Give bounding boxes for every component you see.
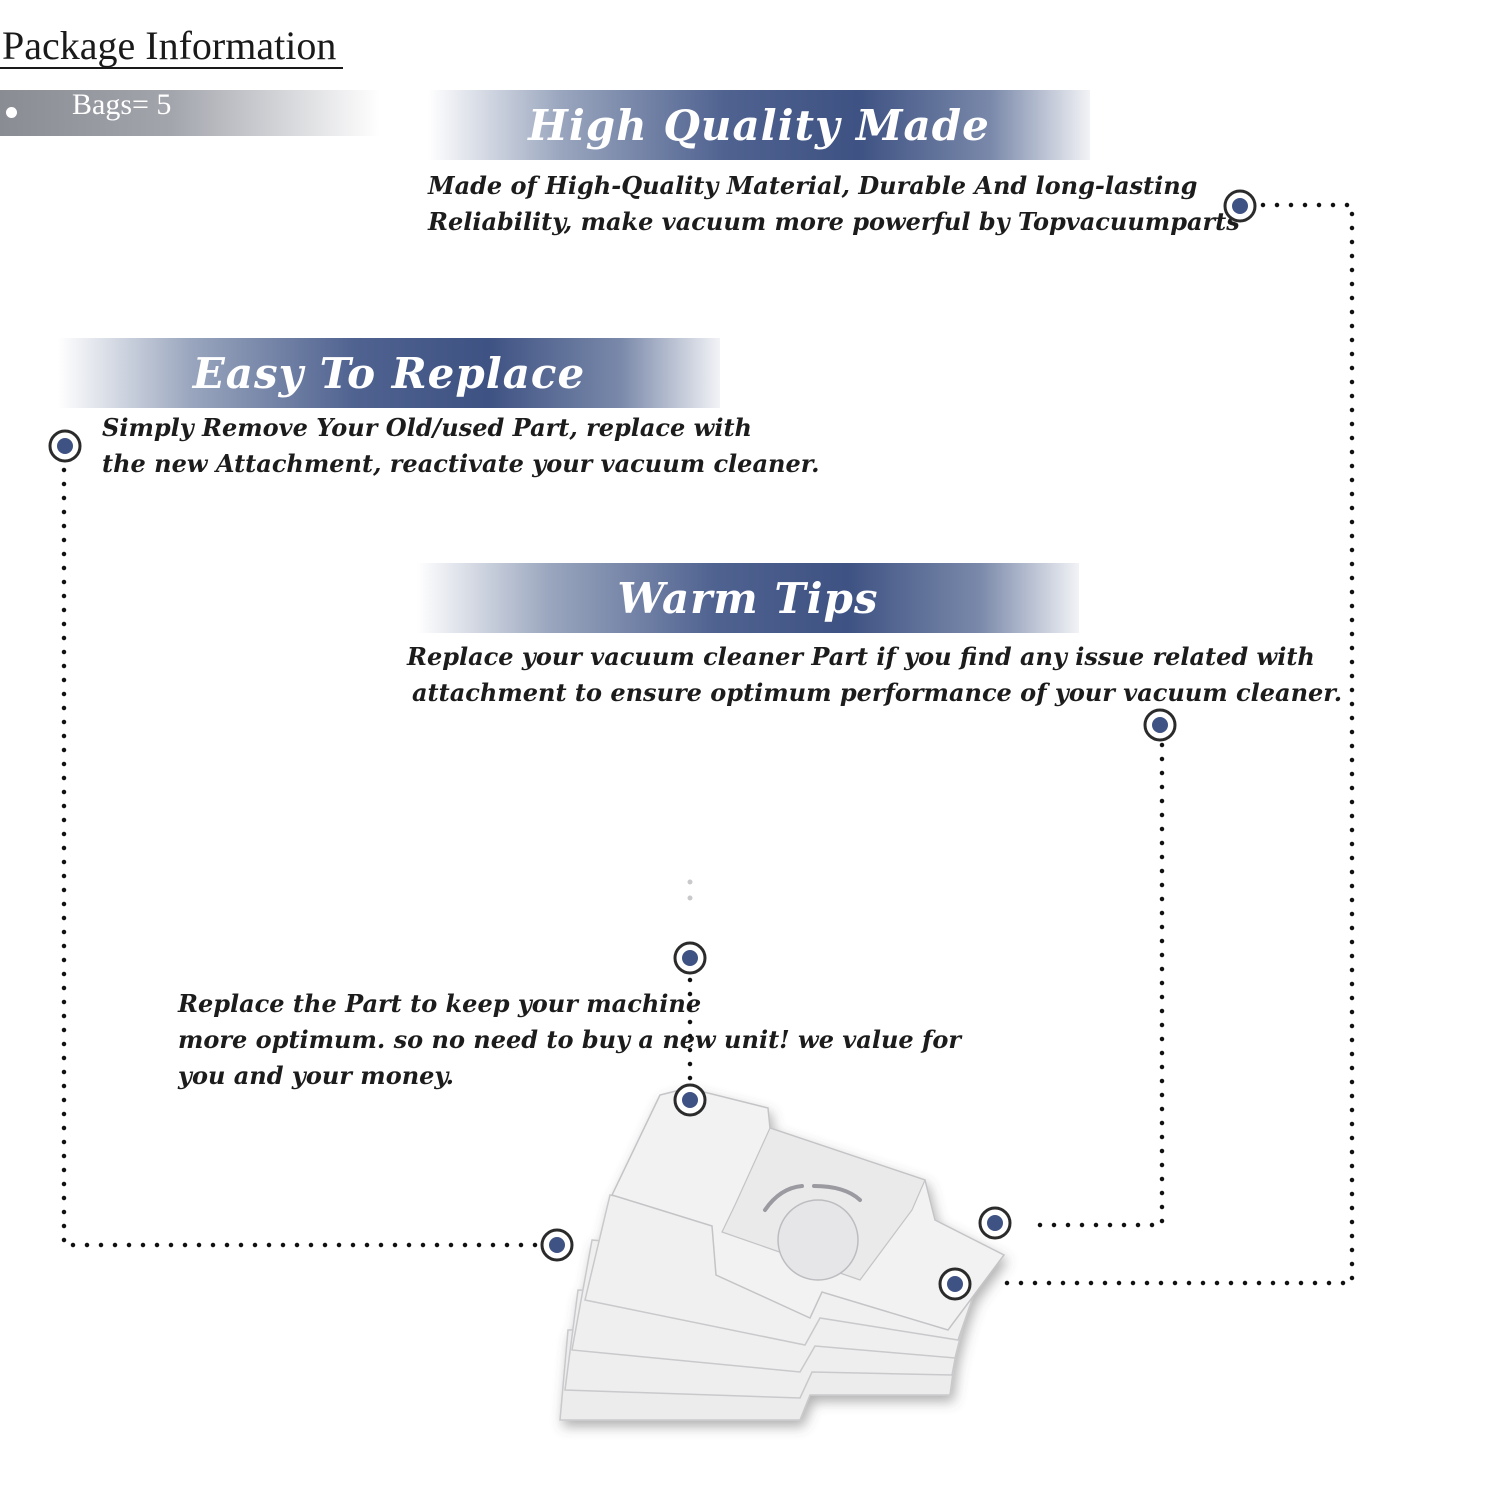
high-quality-description: Made of High-Quality Material, Durable A…: [428, 168, 1240, 240]
warm-tips-line-1: Replace your vacuum cleaner Part if you …: [407, 642, 1315, 671]
target-dot-icon: [1143, 708, 1177, 742]
warm-tips-line-2: attachment to ensure optimum performance…: [412, 678, 1343, 707]
target-dot-icon: [48, 429, 82, 463]
vacuum-bags-stack: [559, 1087, 1006, 1421]
warm-tips-heading: Warm Tips: [617, 573, 879, 623]
title-underline: [0, 67, 343, 69]
bags-count-bar: [0, 90, 380, 136]
easy-replace-banner: Easy To Replace: [58, 338, 720, 408]
target-dot-icon: [938, 1267, 972, 1301]
high-quality-line-2: Reliability, make vacuum more powerful b…: [428, 207, 1240, 236]
connector-lines: [61, 202, 1355, 1286]
bag-inlet-slot-left: [763, 1184, 804, 1212]
value-line-1: Replace the Part to keep your machine: [178, 989, 702, 1018]
value-line-2: more optimum. so no need to buy a new un…: [178, 1025, 961, 1054]
target-dot-icon: [1223, 189, 1257, 223]
bag-inlet-hole: [777, 1199, 859, 1281]
bag-inlet-slot-right: [812, 1184, 862, 1202]
bags-count-label: Bags= 5: [72, 88, 172, 121]
faint-dot: [687, 895, 693, 901]
connector-warm-tips: [1035, 742, 1165, 1228]
high-quality-line-1: Made of High-Quality Material, Durable A…: [428, 171, 1198, 200]
page-title: Package Information: [2, 23, 337, 68]
target-dot-icon: [673, 1083, 707, 1117]
target-dot-icon: [673, 941, 707, 975]
connector-easy-replace: [61, 467, 543, 1248]
easy-replace-heading: Easy To Replace: [192, 348, 586, 398]
target-dot-icon: [540, 1228, 574, 1262]
high-quality-heading: High Quality Made: [528, 100, 990, 150]
faint-dots: [687, 879, 693, 901]
warm-tips-description: Replace your vacuum cleaner Part if you …: [407, 639, 1342, 711]
bullet-dot-icon: [6, 107, 17, 118]
easy-replace-description: Simply Remove Your Old/used Part, replac…: [102, 410, 820, 482]
value-line-3: you and your money.: [178, 1061, 454, 1090]
high-quality-banner: High Quality Made: [428, 90, 1090, 160]
easy-replace-line-1: Simply Remove Your Old/used Part, replac…: [102, 413, 752, 442]
connector-high-quality: [997, 202, 1355, 1286]
target-dot-icon: [978, 1206, 1012, 1240]
value-description: Replace the Part to keep your machine mo…: [178, 986, 961, 1094]
warm-tips-banner: Warm Tips: [417, 563, 1079, 633]
easy-replace-line-2: the new Attachment, reactivate your vacu…: [102, 449, 820, 478]
target-markers: [48, 189, 1257, 1301]
faint-dot: [687, 879, 693, 885]
